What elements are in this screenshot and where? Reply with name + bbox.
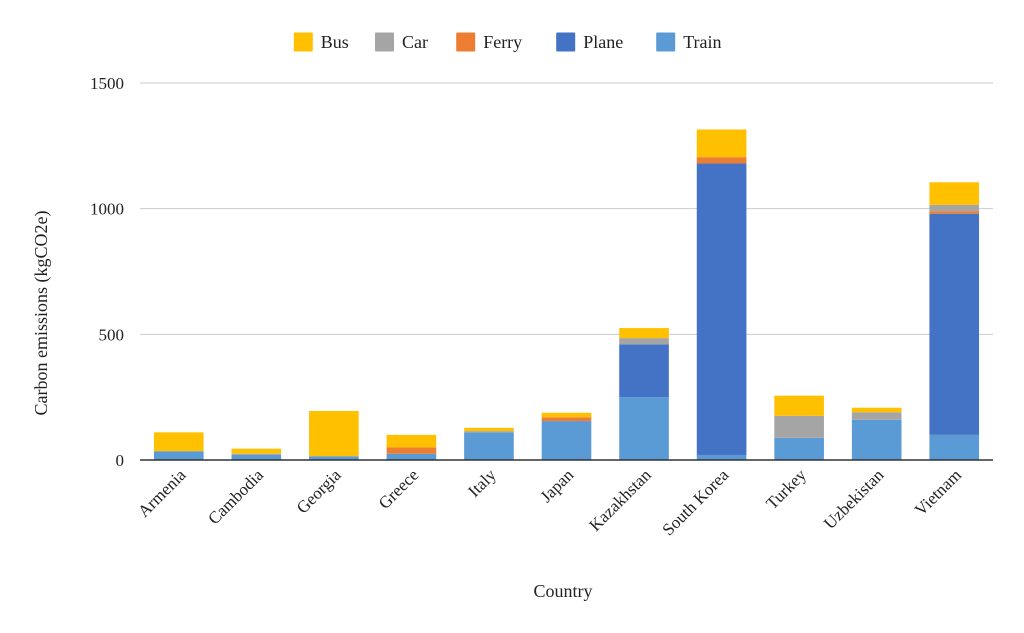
bar-segment-ferry (386, 447, 437, 454)
bar-segment-bus (541, 412, 592, 418)
bar-segment-car (619, 338, 669, 345)
bar-segment-bus (309, 410, 359, 457)
bar-segment-car (231, 453, 282, 455)
bar-segment-ferry (541, 417, 592, 422)
legend-label: Car (402, 32, 428, 52)
bar-segment-train (153, 451, 204, 460)
bar-segment-bus (696, 129, 747, 158)
bar-segment-train (386, 453, 437, 460)
bar-segment-train (464, 432, 514, 460)
bar-segment-car (464, 431, 514, 433)
bar-segment-train (619, 397, 669, 460)
bar-segment-bus (851, 407, 902, 413)
legend-label: Train (683, 32, 721, 52)
bar-segment-ferry (929, 211, 980, 214)
legend-swatch-ferry (456, 32, 476, 52)
x-tick-label: South Korea (659, 465, 733, 539)
bar-segment-train (929, 434, 980, 460)
x-tick-label: Armenia (134, 465, 190, 521)
x-tick-label: Greece (375, 465, 422, 512)
x-tick-label: Turkey (762, 465, 810, 513)
axes: 0 500 1000 1500 Armenia Cambodia Georgia Greece… (90, 74, 993, 539)
bar-segment-bus (464, 427, 514, 432)
y-axis-title: Carbon emissions (kgCO2e) (31, 211, 52, 416)
bar-segment-train (309, 456, 359, 460)
x-tick-label: Italy (464, 465, 500, 501)
y-tick-label: 0 (116, 451, 125, 470)
bar-segment-train (541, 421, 592, 460)
y-tick-label: 1000 (90, 200, 124, 219)
x-tick-label: Cambodia (204, 465, 267, 528)
bars (153, 129, 980, 460)
bar-segment-train (231, 454, 282, 460)
bar-segment-bus (619, 328, 669, 339)
y-tick-label: 500 (99, 325, 125, 344)
x-tick-label: Vietnam (911, 465, 965, 519)
bar-segment-plane (929, 213, 980, 435)
x-tick-label: Georgia (293, 465, 345, 517)
bar-segment-bus (153, 432, 204, 452)
x-tick-label: Kazakhstan (585, 465, 655, 535)
x-tick-label: Japan (537, 465, 578, 506)
legend-swatch-plane (556, 32, 576, 52)
bar-segment-car (774, 415, 824, 438)
bar-segment-plane (696, 163, 747, 455)
x-axis-title: Country (533, 581, 592, 601)
y-tick-label: 1500 (90, 74, 124, 93)
bar-segment-train (774, 437, 824, 460)
bar-segment-car (929, 204, 980, 212)
bar-segment-train (696, 454, 747, 460)
legend: Bus Car Ferry Plane Train (293, 32, 722, 52)
bar-segment-bus (386, 434, 437, 448)
bar-segment-plane (619, 344, 669, 398)
bar-segment-bus (774, 395, 824, 416)
bar-segment-bus (929, 182, 980, 205)
bar-segment-train (851, 419, 902, 460)
bar-segment-car (851, 412, 902, 420)
legend-label: Bus (321, 32, 349, 52)
legend-swatch-bus (293, 32, 313, 52)
gridlines (140, 82, 993, 335)
bar-segment-bus (231, 448, 282, 454)
legend-swatch-train (656, 32, 676, 52)
legend-swatch-car (375, 32, 394, 52)
x-tick-label: Uzbekistan (820, 465, 888, 533)
bar-segment-ferry (696, 157, 747, 164)
legend-label: Ferry (483, 32, 522, 52)
legend-label: Plane (583, 32, 623, 52)
